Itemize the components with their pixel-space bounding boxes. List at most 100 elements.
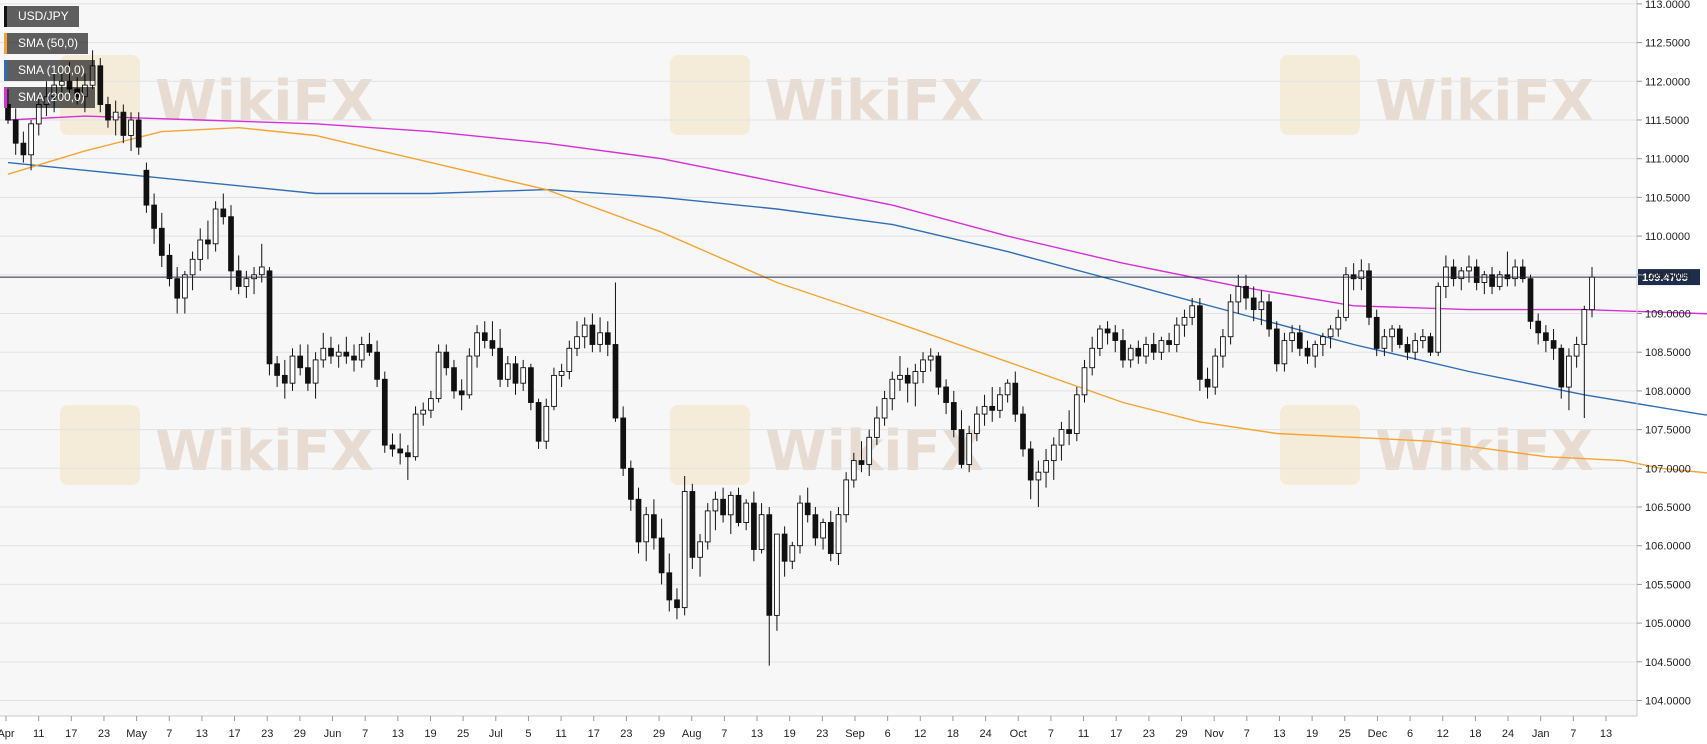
candle-body bbox=[320, 347, 327, 361]
watermark-text: WikiFX bbox=[155, 419, 374, 484]
candle-body bbox=[1081, 367, 1088, 396]
candle-body bbox=[835, 514, 842, 554]
x-tick-label: 11 bbox=[1078, 728, 1089, 740]
candle bbox=[366, 332, 373, 357]
candle bbox=[1258, 290, 1265, 326]
candle-body bbox=[1296, 332, 1303, 349]
candle bbox=[1381, 328, 1388, 357]
candle bbox=[1427, 332, 1434, 357]
candle-body bbox=[704, 510, 711, 543]
legend-item-sma200[interactable]: SMA (200,0) bbox=[4, 87, 95, 108]
candle bbox=[258, 243, 265, 283]
candle bbox=[428, 390, 434, 418]
x-tick-label: 23 bbox=[620, 728, 632, 740]
candle bbox=[712, 491, 719, 531]
legend-item-sma100[interactable]: SMA (100,0) bbox=[4, 60, 95, 81]
candle bbox=[405, 445, 411, 480]
y-tick-label: 112.0000 bbox=[1645, 76, 1690, 88]
candle-body bbox=[1381, 336, 1388, 349]
candle bbox=[620, 406, 627, 477]
candle-body bbox=[135, 119, 142, 148]
candle bbox=[489, 321, 496, 357]
x-tick-label: May bbox=[126, 728, 147, 740]
candle bbox=[735, 487, 742, 527]
candle bbox=[389, 433, 396, 457]
candle bbox=[566, 340, 573, 380]
legend-item-usdjpy[interactable]: USD/JPY bbox=[4, 6, 79, 27]
candle bbox=[1012, 371, 1019, 422]
candle-body bbox=[1573, 344, 1580, 357]
candle bbox=[866, 429, 873, 477]
candle bbox=[551, 367, 557, 411]
candle bbox=[997, 387, 1003, 418]
candle bbox=[128, 112, 134, 151]
candle bbox=[1266, 294, 1272, 337]
candle bbox=[351, 344, 357, 372]
plot-background bbox=[0, 0, 1637, 716]
candle bbox=[1489, 267, 1495, 295]
x-tick-label: Apr bbox=[0, 728, 15, 740]
legend-label-sma200: SMA (200,0) bbox=[18, 90, 85, 104]
candle-body bbox=[1043, 460, 1049, 473]
candle bbox=[1173, 317, 1180, 353]
candle-body bbox=[174, 278, 181, 299]
candle bbox=[674, 588, 680, 620]
candle-body bbox=[1027, 448, 1034, 481]
candle bbox=[182, 270, 188, 314]
candle-body bbox=[543, 405, 550, 442]
candle-body bbox=[1073, 394, 1080, 434]
candle-body bbox=[1166, 340, 1172, 345]
candle-body bbox=[643, 514, 650, 543]
candle-body bbox=[1112, 332, 1119, 341]
candle-body bbox=[451, 367, 457, 392]
candle-body bbox=[712, 498, 719, 512]
y-tick-label: 104.0000 bbox=[1645, 696, 1691, 708]
candle-body bbox=[397, 448, 404, 454]
candle bbox=[289, 348, 296, 391]
candle bbox=[789, 541, 796, 569]
candle bbox=[166, 243, 173, 287]
candle bbox=[266, 267, 273, 376]
candle-body bbox=[1204, 378, 1211, 388]
candle-body bbox=[328, 347, 334, 357]
candle bbox=[466, 348, 473, 399]
candle bbox=[881, 390, 888, 426]
candle-body bbox=[405, 452, 411, 458]
candle bbox=[1120, 328, 1126, 368]
candle-body bbox=[774, 533, 780, 616]
candle bbox=[1558, 344, 1565, 399]
candle bbox=[1089, 336, 1096, 376]
y-tick-label: 107.5000 bbox=[1645, 425, 1691, 437]
candle-body bbox=[566, 347, 573, 372]
candle-body bbox=[943, 386, 949, 403]
candle-body bbox=[881, 398, 888, 419]
candle-body bbox=[1527, 278, 1534, 322]
candle-body bbox=[243, 278, 250, 287]
candle-body bbox=[520, 367, 527, 384]
candle-body bbox=[189, 258, 196, 276]
candle-body bbox=[551, 374, 557, 407]
candle-body bbox=[374, 351, 380, 380]
candle-body bbox=[1389, 328, 1395, 338]
candle-body bbox=[1258, 301, 1265, 311]
candle-body bbox=[28, 123, 34, 156]
legend-item-sma50[interactable]: SMA (50,0) bbox=[4, 33, 89, 54]
candle-body bbox=[635, 498, 642, 543]
candle-body bbox=[504, 363, 511, 380]
candle bbox=[989, 387, 996, 422]
candle-body bbox=[512, 363, 519, 384]
candle bbox=[1335, 309, 1342, 337]
x-tick-label: 29 bbox=[653, 728, 665, 740]
candle bbox=[97, 58, 104, 113]
candle-body bbox=[1035, 471, 1042, 481]
candle bbox=[1519, 259, 1526, 283]
candle bbox=[458, 379, 465, 411]
sma-200-path bbox=[7, 115, 1707, 315]
candle-body bbox=[1012, 382, 1019, 415]
candle bbox=[897, 356, 903, 391]
x-tick-label: 13 bbox=[392, 728, 404, 740]
x-tick-label: 19 bbox=[1306, 728, 1318, 740]
candle bbox=[1097, 325, 1103, 357]
candle-body bbox=[266, 270, 273, 365]
candle-body bbox=[858, 460, 865, 465]
